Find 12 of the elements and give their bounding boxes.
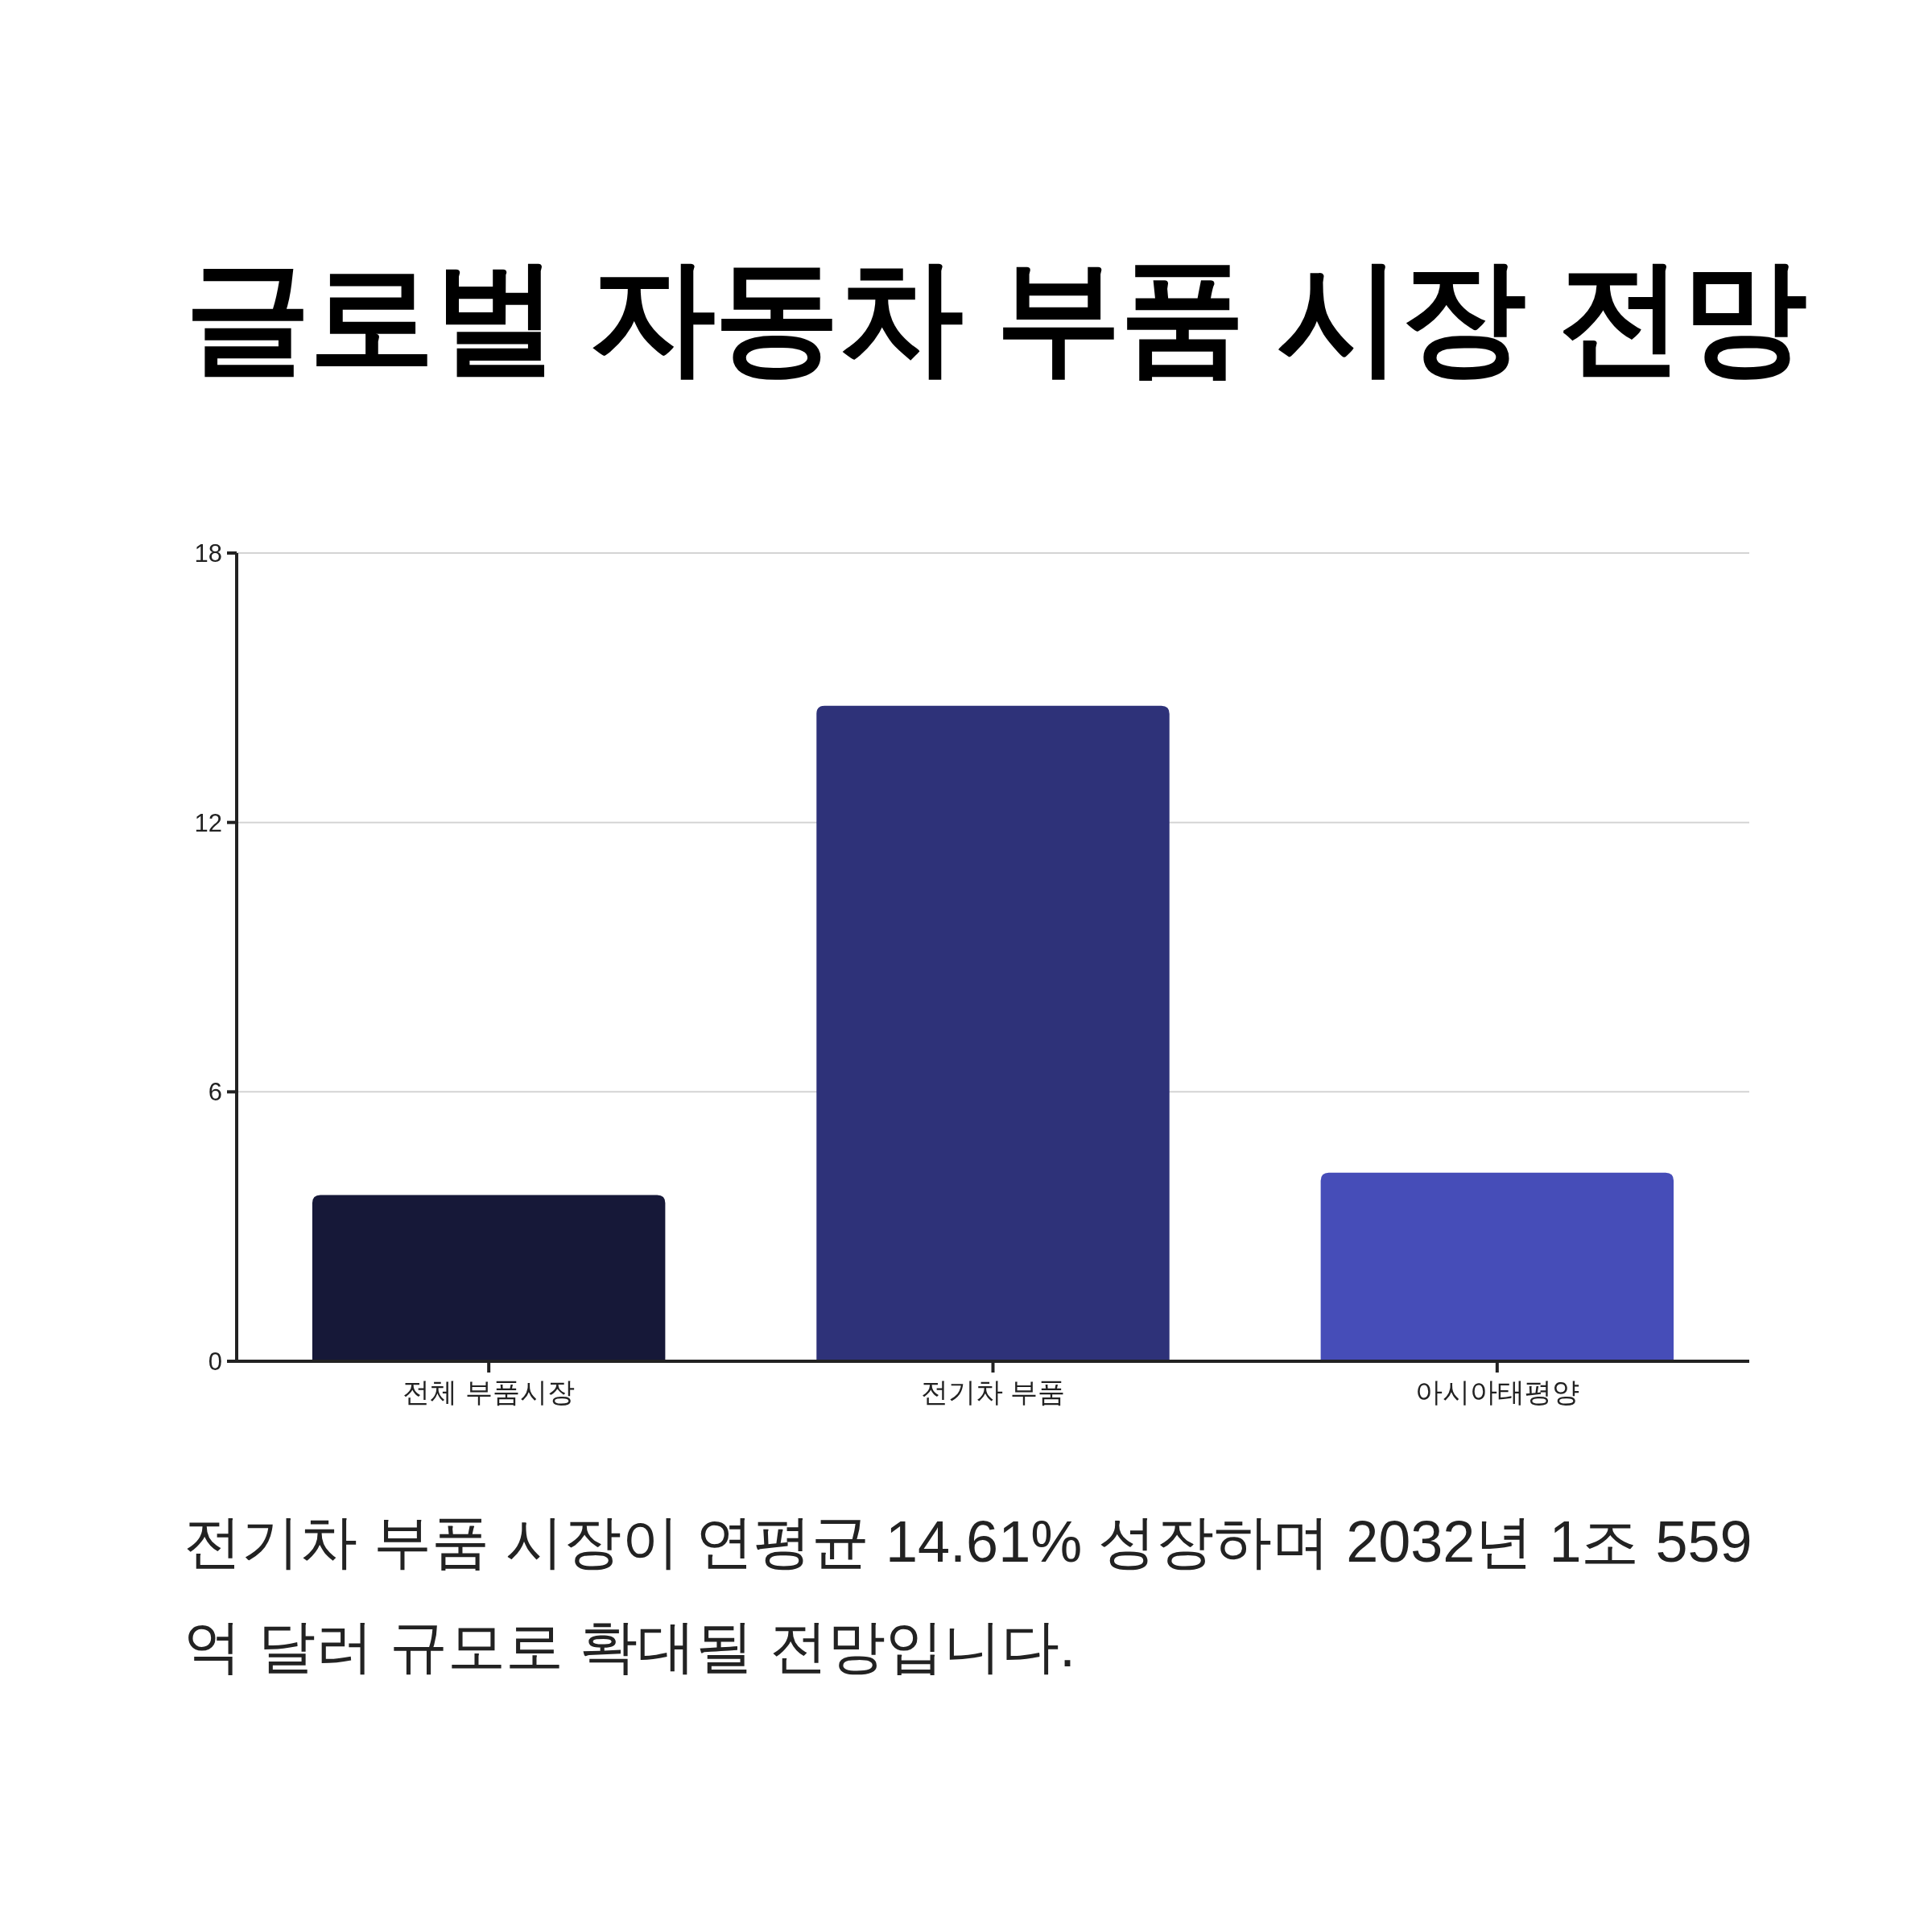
chart-title: 글로벌 자동차 부품 시장 전망: [185, 246, 1806, 388]
x-tick-label: 전기차 부품: [920, 1377, 1066, 1407]
y-tick-label: 12: [194, 808, 222, 837]
text: 전기차 부품 시장이 연평균 14.61% 성장하며 2032년 1조 559억 달러 규모로 확대될 전망입니다.: [184, 1509, 1753, 1680]
y-tick-label: 0: [208, 1348, 222, 1376]
bar: [1320, 1172, 1674, 1361]
bar: [312, 1195, 666, 1361]
y-tick-label: 18: [194, 539, 222, 568]
y-tick-label: 6: [208, 1078, 222, 1107]
bar: [816, 705, 1170, 1361]
x-tick-label: 전체 부품시장: [402, 1377, 575, 1407]
x-tick-label: 아시아태평양: [1414, 1377, 1579, 1407]
